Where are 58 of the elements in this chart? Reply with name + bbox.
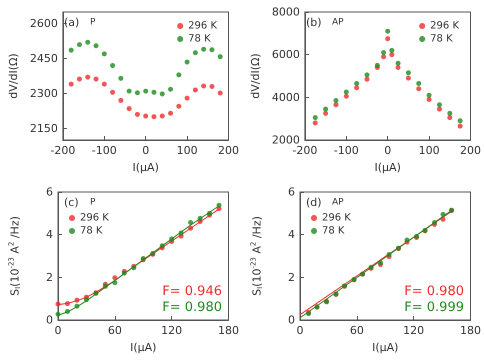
x-tick-label: 180 xyxy=(460,324,481,337)
annotation: F= 0.980 xyxy=(404,284,464,299)
x-tick-label: -100 xyxy=(92,144,117,157)
x-tick-label: 200 xyxy=(218,144,239,157)
annotation: F= 0.946 xyxy=(162,284,222,299)
x-tick-label: 120 xyxy=(161,324,182,337)
y-tick-label: 8000 xyxy=(272,6,300,18)
x-axis-title: I(μA) xyxy=(132,161,159,174)
legend-label: 78 K xyxy=(188,34,212,44)
x-tick-label: 100 xyxy=(418,144,440,157)
legend-label: 78 K xyxy=(322,226,345,236)
y-tick-label: 0 xyxy=(288,314,295,326)
y-tick-label: 2 xyxy=(46,270,53,284)
x-axis-title: I(μA) xyxy=(372,341,398,354)
y-tick-label: 6 xyxy=(46,186,53,198)
annotation: AP xyxy=(332,198,344,208)
y-tick-label: 2450 xyxy=(30,52,58,66)
x-axis-title: I(μA) xyxy=(130,341,156,354)
y-tick-label: 2 xyxy=(288,270,295,284)
legend-label: 78 K xyxy=(80,226,103,236)
annotation: F= 0.980 xyxy=(162,300,222,315)
legend-label: 296 K xyxy=(80,212,110,224)
annotation: (d) xyxy=(306,196,322,209)
x-tick-label: 120 xyxy=(403,324,424,337)
y-tick-label: 2000 xyxy=(272,134,300,146)
x-tick-label: 60 xyxy=(108,324,122,337)
legend-label: 296 K xyxy=(188,20,218,32)
y-tick-label: 2150 xyxy=(30,122,58,135)
x-tick-label: 200 xyxy=(460,144,481,157)
y-tick-label: 4 xyxy=(46,228,53,242)
y-tick-label: 4000 xyxy=(272,90,300,104)
x-tick-label: 180 xyxy=(218,324,239,337)
annotation: (b) xyxy=(306,16,322,29)
y-tick-label: 6000 xyxy=(272,48,300,62)
x-tick-label: 0 xyxy=(384,144,392,157)
x-tick-label: 100 xyxy=(176,144,198,157)
legend-label: 296 K xyxy=(430,20,460,32)
x-axis-title: I(μA) xyxy=(374,161,401,174)
annotation: F= 0.999 xyxy=(404,300,464,315)
y-axis-title: dV/dI(Ω) xyxy=(249,53,262,99)
annotation: (c) xyxy=(64,196,79,209)
y-tick-label: 0 xyxy=(46,314,53,326)
y-tick-label: 4 xyxy=(288,228,295,242)
y-tick-label: 6 xyxy=(288,186,295,198)
x-tick-label: -200 xyxy=(292,144,318,157)
annotation: AP xyxy=(332,18,344,28)
annotation: P xyxy=(90,18,96,28)
y-axis-title: dV/dI(Ω) xyxy=(7,53,20,99)
x-tick-label: 60 xyxy=(350,324,364,337)
legend-label: 296 K xyxy=(322,212,352,224)
x-tick-label: -100 xyxy=(334,144,359,157)
x-tick-label: -200 xyxy=(50,144,76,157)
annotation: P xyxy=(90,198,96,208)
y-tick-label: 2600 xyxy=(30,17,58,30)
x-tick-label: 0 xyxy=(142,144,150,157)
legend-label: 78 K xyxy=(430,34,454,44)
y-tick-label: 2300 xyxy=(30,86,58,100)
annotation: (a) xyxy=(64,16,80,29)
